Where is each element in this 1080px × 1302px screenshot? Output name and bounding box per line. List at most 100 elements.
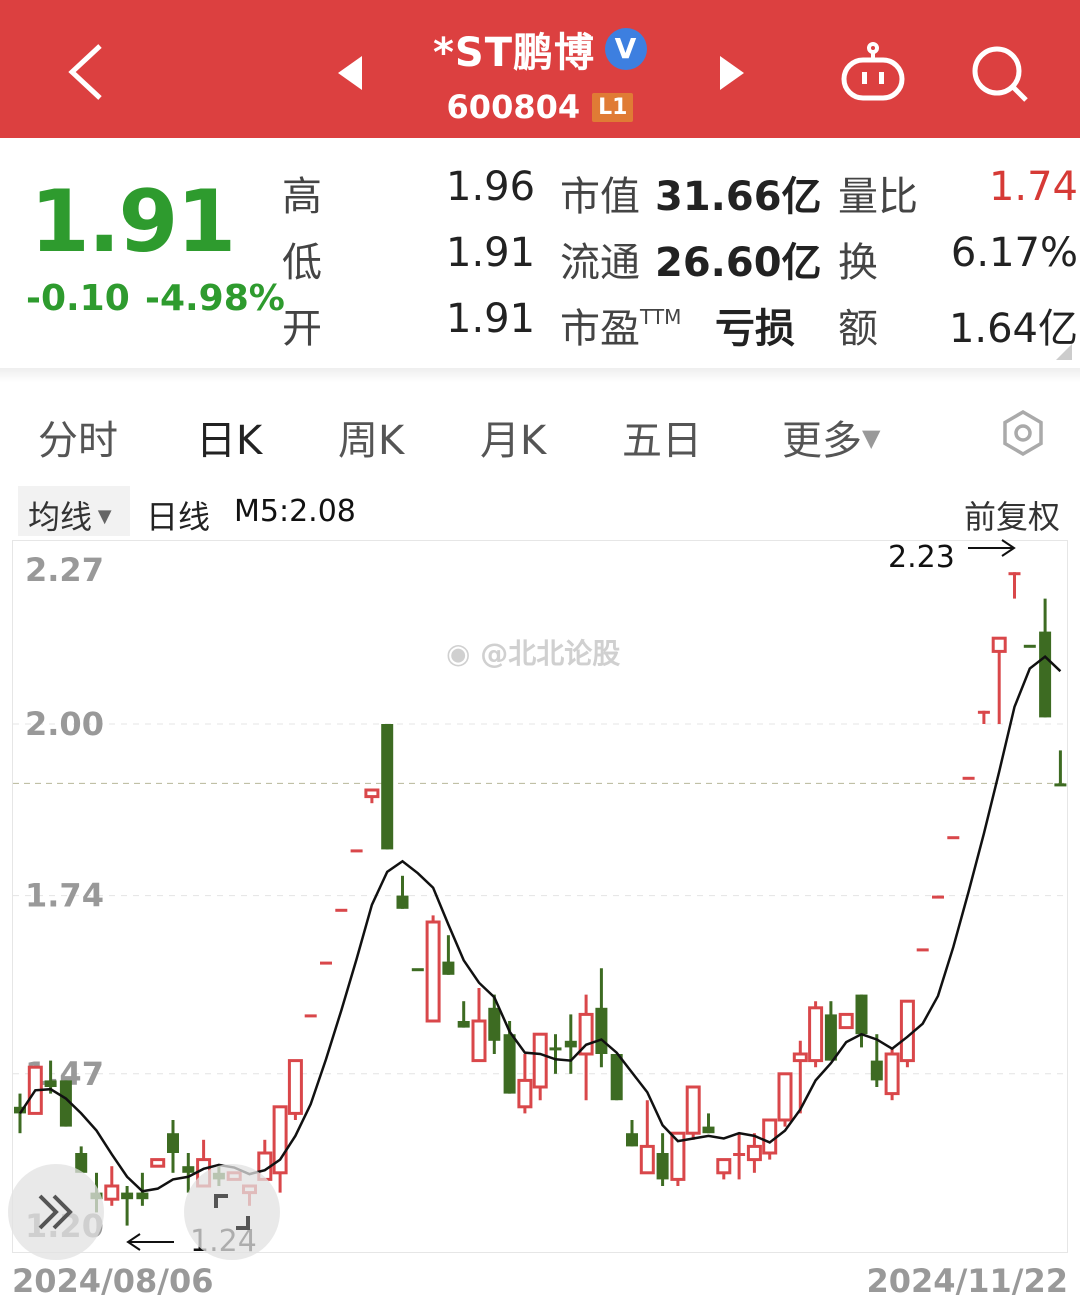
kline-chart[interactable]: 2.272.001.741.471.20 (12, 540, 1069, 1253)
tab-five-day[interactable]: 五日 (622, 418, 702, 464)
low-label: 低 (282, 240, 322, 286)
settings-hexagon-icon[interactable] (1000, 410, 1046, 456)
ma-selector[interactable] (18, 486, 130, 536)
ttm-sup: TTM (640, 305, 682, 329)
arrow-left-icon (126, 1233, 174, 1251)
candle-body (517, 1078, 533, 1109)
search-icon[interactable] (970, 44, 1030, 104)
float-cap-label: 流通 (560, 240, 640, 286)
candle-body (777, 1072, 793, 1122)
stock-code-row: 600804 L1 (0, 86, 1080, 126)
tab-monthly-k[interactable]: 月K (480, 418, 547, 464)
fullscreen-button[interactable] (184, 1164, 280, 1260)
candle-body (532, 1032, 548, 1089)
candle-body (932, 895, 944, 899)
candle (304, 1014, 317, 1018)
candle-body (381, 724, 394, 850)
candle (656, 1133, 669, 1186)
candle (962, 776, 975, 780)
candle-body (899, 999, 915, 1063)
candle-body (150, 1158, 166, 1168)
candle (733, 1133, 746, 1180)
candle (532, 1032, 548, 1101)
candle (59, 1080, 72, 1127)
next-triangle-icon[interactable] (718, 56, 744, 90)
candle (762, 1118, 778, 1160)
candle-body (733, 1153, 746, 1156)
market-cap-label: 市值 (560, 174, 640, 220)
tab-more-label: 更多 (782, 418, 862, 464)
candle (549, 1034, 562, 1074)
dropdown-triangle-icon: ▼ (862, 424, 881, 452)
start-date: 2024/08/06 (12, 1262, 214, 1300)
divider (0, 368, 1080, 382)
double-chevron-right-icon (38, 1194, 73, 1230)
candle-body (855, 994, 868, 1035)
top-bar: *ST鹏博 V 600804 L1 (0, 0, 1080, 138)
tab-daily-k[interactable]: 日K (196, 418, 263, 464)
candle-body (364, 788, 380, 799)
candle (916, 948, 929, 952)
y-tick-label: 2.00 (25, 705, 104, 743)
candle (702, 1113, 715, 1134)
candle-body (104, 1184, 120, 1201)
candle (517, 1054, 533, 1114)
candle-body (44, 1080, 57, 1087)
scroll-forward-button[interactable] (8, 1164, 104, 1260)
candle-body (762, 1118, 778, 1155)
candle-body (411, 968, 424, 972)
verified-badge-icon: V (605, 28, 647, 70)
tab-intraday[interactable]: 分时 (38, 418, 118, 464)
candle (1054, 750, 1067, 787)
candle (777, 1072, 793, 1127)
candle-body (838, 1012, 854, 1030)
candle-body (442, 961, 455, 975)
float-cap-value: 26.60亿 (655, 240, 822, 286)
candle-body (335, 908, 348, 912)
candle (442, 935, 455, 975)
candle-body (792, 1052, 808, 1063)
candle (870, 1034, 883, 1087)
candle (838, 1012, 854, 1030)
low-value: 1.91 (446, 230, 536, 276)
candle-body (977, 710, 990, 714)
candle-body (182, 1166, 195, 1173)
candle (595, 968, 608, 1068)
candle (947, 836, 960, 840)
candle (287, 1059, 303, 1120)
candle (716, 1158, 732, 1180)
candle-body (947, 836, 960, 840)
candle-body (991, 636, 1007, 653)
candle-body (626, 1133, 638, 1147)
candle-body (716, 1158, 732, 1175)
candle-body (320, 961, 332, 965)
candle (167, 1120, 179, 1173)
tab-more[interactable]: 更多▼ (782, 408, 880, 466)
volume-ratio-value: 1.74 (988, 164, 1078, 210)
candle (792, 1040, 808, 1114)
candle (884, 1047, 900, 1101)
candle-body (287, 1059, 303, 1115)
arrow-right-icon (968, 539, 1016, 557)
candle-body (595, 1007, 608, 1054)
candle (136, 1172, 149, 1206)
back-chevron-icon[interactable] (66, 42, 106, 102)
fullscreen-icon (214, 1194, 250, 1230)
candle (411, 968, 424, 972)
dropdown-triangle-icon: ▼ (92, 506, 112, 527)
candle-body (304, 1014, 317, 1018)
candle (75, 1146, 88, 1173)
annotation-high: 2.23 (888, 540, 955, 575)
candle-body (75, 1153, 88, 1173)
candle-body (549, 1047, 562, 1051)
expand-corner-icon[interactable] (1056, 344, 1072, 360)
candle-body (808, 1006, 824, 1063)
candle (639, 1100, 655, 1175)
adjust-selector[interactable]: 前复权 (963, 498, 1060, 536)
candle (471, 988, 487, 1063)
prev-triangle-icon[interactable] (338, 56, 364, 90)
candle-body (656, 1153, 669, 1180)
tab-weekly-k[interactable]: 周K (338, 418, 405, 464)
robot-assistant-icon[interactable] (838, 40, 908, 104)
candle-body (1023, 644, 1036, 648)
